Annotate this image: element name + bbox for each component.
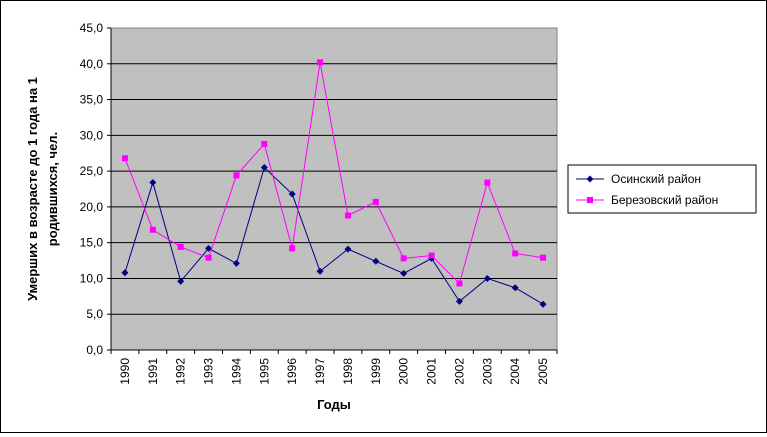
y-tick-label: 20,0 (80, 200, 104, 214)
x-tick-label: 2002 (452, 358, 466, 385)
data-point (121, 155, 128, 162)
y-tick-label: 10,0 (80, 271, 104, 285)
data-point (428, 252, 435, 259)
x-tick-label: 2003 (480, 358, 494, 385)
x-tick-label: 2001 (425, 358, 439, 385)
series-berezovsky (121, 59, 547, 287)
legend-label-berezovsky: Березовский район (611, 193, 718, 207)
x-tick-label: 2005 (536, 358, 550, 385)
data-point (121, 269, 129, 277)
data-point (539, 300, 547, 308)
data-point (483, 274, 491, 282)
data-point (149, 226, 156, 233)
y-tick-label: 25,0 (80, 164, 104, 178)
y-tick-label: 0,0 (86, 343, 103, 357)
x-tick-label: 2004 (508, 358, 522, 385)
data-point (540, 254, 547, 261)
data-point (177, 243, 184, 250)
legend: Осинский район Березовский район (567, 164, 757, 214)
series-line (124, 166, 544, 305)
y-tick-label: 30,0 (80, 128, 104, 142)
data-point (372, 198, 379, 205)
data-point (289, 245, 296, 252)
legend-marker-osinsky (586, 175, 594, 183)
x-tick-label: 1990 (118, 358, 132, 385)
x-tick-label: 2000 (397, 358, 411, 385)
legend-box (567, 164, 757, 214)
data-point (317, 59, 324, 66)
data-point (177, 277, 185, 285)
plot-area (110, 27, 558, 351)
data-point (205, 254, 212, 261)
x-tick-label: 1998 (341, 358, 355, 385)
data-point (344, 245, 352, 253)
data-point (288, 190, 296, 198)
x-tick-label: 1996 (285, 358, 299, 385)
data-point (205, 244, 213, 252)
x-axis: 1990 1991 1992 1993 1994 1995 1996 1997 1998 1999… (110, 349, 558, 385)
data-point (456, 280, 463, 287)
data-point (484, 179, 491, 186)
series-line (124, 62, 544, 285)
y-tick-label: 5,0 (86, 307, 103, 321)
y-axis-title-line-1: Умерших в возрасте до 1 года на 1 (25, 77, 40, 301)
data-point (400, 255, 407, 262)
legend-marker-berezovsky (587, 197, 593, 203)
series-layer (121, 59, 547, 308)
y-tick-label: 15,0 (80, 236, 104, 250)
y-tick-label: 45,0 (80, 21, 104, 35)
x-tick-label: 1997 (313, 358, 327, 385)
gridlines (111, 63, 557, 315)
x-tick-label: 1992 (174, 358, 188, 385)
data-point (233, 172, 240, 179)
data-point (511, 284, 519, 292)
data-point (400, 269, 408, 277)
y-axis-title-line-2: родившихся, чел. (45, 132, 60, 246)
data-point (372, 257, 380, 265)
data-point (261, 140, 268, 147)
data-point (455, 297, 463, 305)
y-axis-title: Умерших в возрасте до 1 года на 1 родивш… (25, 77, 60, 301)
data-point (512, 250, 519, 257)
x-tick-label: 1994 (229, 358, 243, 385)
y-axis: 0,0 5,0 10,0 15,0 20,0 25,0 30,0 35,0 40,0 45,0 (80, 21, 112, 357)
x-tick-label: 1995 (257, 358, 271, 385)
x-tick-label: 1991 (146, 358, 160, 385)
y-tick-label: 35,0 (80, 93, 104, 107)
legend-label-osinsky: Осинский район (611, 172, 701, 186)
data-point (232, 259, 240, 267)
x-tick-label: 1999 (369, 358, 383, 385)
data-point (149, 179, 157, 187)
data-point (344, 212, 351, 219)
x-tick-label: 1993 (202, 358, 216, 385)
y-tick-label: 40,0 (80, 57, 104, 71)
data-point (260, 164, 268, 172)
x-axis-title: Годы (317, 397, 351, 412)
data-point (316, 267, 324, 275)
